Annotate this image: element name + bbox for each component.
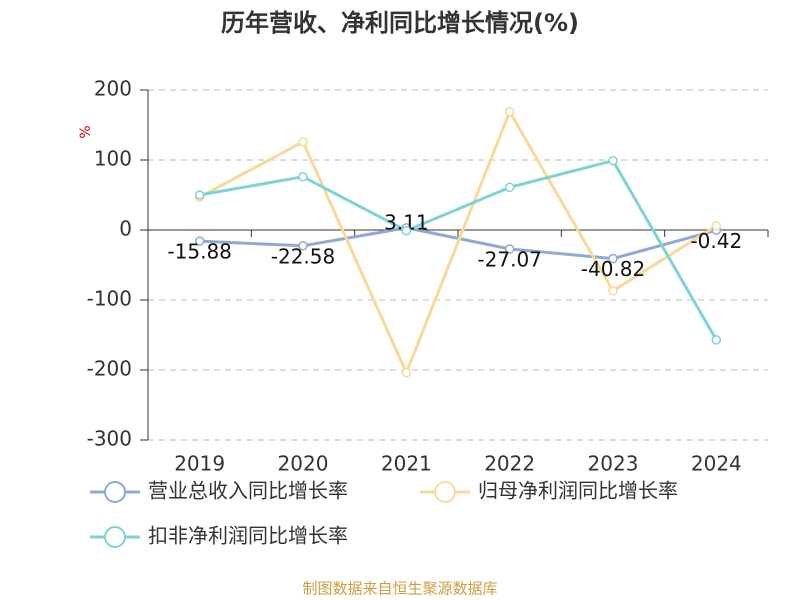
source-note: 制图数据来自恒生聚源数据库 — [302, 580, 497, 598]
x-tick-label: 2022 — [484, 452, 535, 476]
series-line — [199, 158, 718, 341]
legend-label: 归母净利润同比增长率 — [478, 479, 678, 503]
data-point — [401, 368, 412, 378]
x-tick-label: 2024 — [691, 452, 742, 476]
data-label: -15.88 — [167, 240, 231, 264]
data-point — [608, 253, 618, 264]
data-point — [711, 335, 722, 345]
data-label: -27.07 — [477, 247, 541, 271]
x-tick-label: 2020 — [278, 452, 329, 476]
legend-label: 营业总收入同比增长率 — [148, 479, 348, 503]
data-point — [504, 244, 515, 254]
series-line — [198, 108, 718, 377]
x-tick-label: 2019 — [174, 452, 225, 476]
legend-marker — [104, 481, 126, 503]
data-point — [608, 155, 618, 166]
data-point — [298, 172, 308, 182]
y-tick-label: 0 — [119, 217, 132, 241]
x-tick-label: 2021 — [381, 452, 432, 476]
data-point — [194, 236, 205, 246]
data-point — [504, 106, 515, 117]
data-point — [504, 182, 515, 193]
data-point — [711, 221, 722, 231]
data-label: -40.82 — [581, 257, 645, 281]
data-point — [608, 286, 618, 296]
legend-marker — [434, 481, 456, 503]
data-point — [194, 190, 205, 200]
y-tick-label: -300 — [87, 427, 132, 451]
legend-label: 扣非净利润同比增长率 — [148, 524, 348, 548]
x-tick-label: 2023 — [588, 452, 639, 476]
data-label: -22.58 — [271, 244, 335, 268]
y-tick-label: -100 — [87, 287, 132, 311]
y-tick-label: 200 — [94, 77, 132, 101]
y-axis-label: % — [78, 125, 94, 138]
data-point — [401, 225, 412, 236]
y-tick-label: 100 — [94, 147, 132, 171]
data-point — [298, 241, 308, 251]
y-tick-label: -200 — [87, 357, 132, 381]
data-point — [298, 137, 308, 147]
data-label: -0.42 — [690, 229, 742, 253]
chart-title: 历年营收、净利同比增长情况(%) — [221, 9, 579, 37]
legend-marker — [104, 526, 126, 548]
